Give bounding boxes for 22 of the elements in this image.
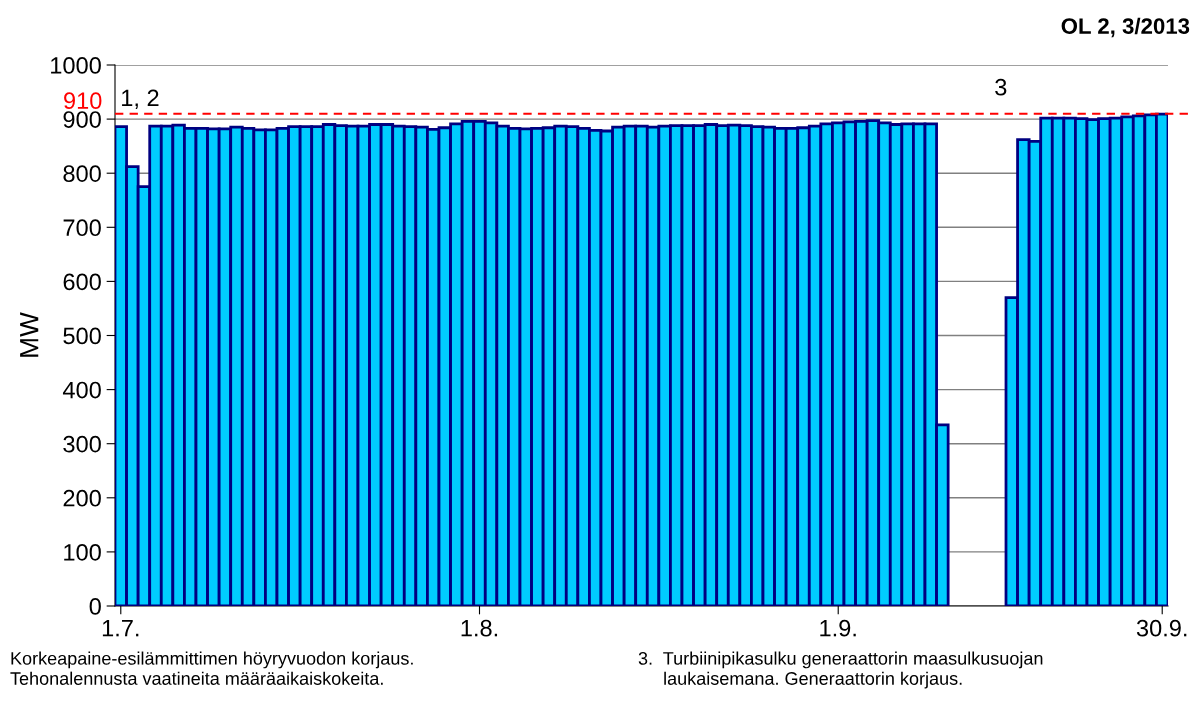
x-tick-label: 1.7. <box>102 620 139 637</box>
y-tick-label: 200 <box>63 489 101 507</box>
y-tick-label: 0 <box>89 598 101 615</box>
y-tick-label: 1000 <box>51 57 101 74</box>
y-tick-label: 400 <box>62 381 101 399</box>
x-tick-label: 1.9. <box>820 619 856 637</box>
y-tick-label: 700 <box>63 219 101 237</box>
y-tick-label: 800 <box>63 165 101 182</box>
y-tick-label: 100 <box>64 543 101 561</box>
ref-line-label: 910 <box>64 92 102 110</box>
y-tick-label: 600 <box>63 273 101 291</box>
y-axis-title: MW <box>20 312 39 357</box>
annotation: 1, 2 <box>122 89 159 110</box>
y-tick-label: 900 <box>63 111 101 128</box>
chart-title: OL 2, 3/2013 <box>1061 17 1190 38</box>
y-tick-label: 300 <box>63 435 101 453</box>
x-tick-label: 30.9. <box>1136 619 1187 637</box>
text: 3. Turbiinipikasulku generaattorin maasulkusuojan laukaisemana. Generaattorin korjaus. <box>638 651 1043 689</box>
text: Korkeapaine-esilämmittimen höyryvuodon korjaus. Tehonalennusta vaatineita määräaikaiskokeita. <box>10 651 413 685</box>
y-tick-label: 500 <box>63 327 101 345</box>
annotation: 3 <box>995 78 1007 96</box>
x-tick-label: 1.8. <box>461 619 498 637</box>
